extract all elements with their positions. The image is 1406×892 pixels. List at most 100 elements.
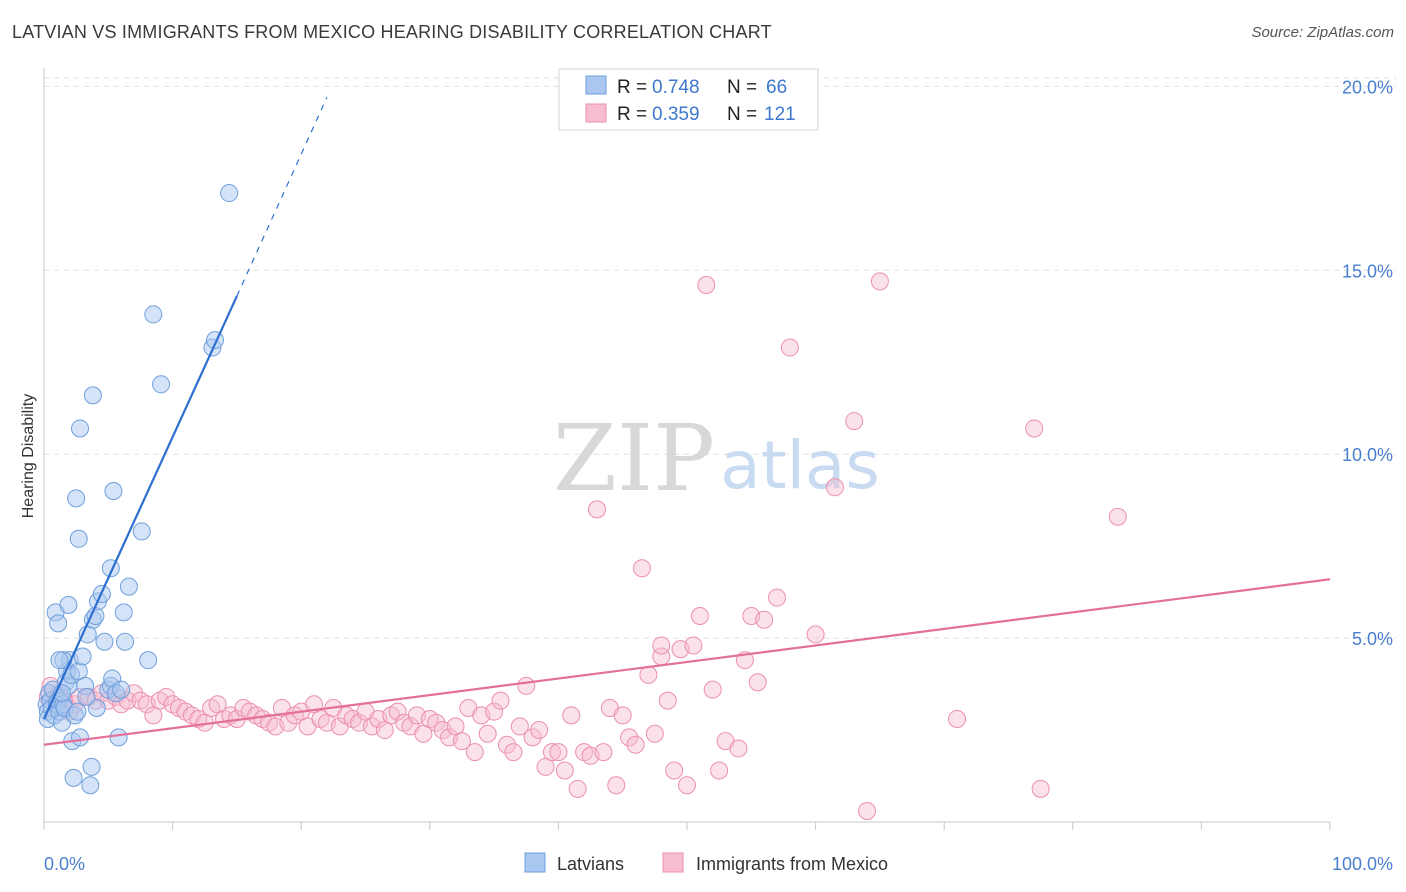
mexico-point-104 [697, 276, 716, 295]
mexico-point-70 [478, 724, 497, 743]
watermark: ZIP atlas [553, 405, 880, 512]
latvian-point-56 [144, 305, 163, 324]
trend-line-latvians [42, 295, 238, 720]
tick-labels: 5.0% 10.0% 15.0% 20.0% 0.0% 100.0% [44, 77, 1393, 874]
series-mexico-points [38, 272, 1127, 820]
mexico-point-99 [665, 761, 684, 780]
bottom-swatch-mexico [662, 852, 684, 873]
mexico-point-98 [658, 691, 677, 710]
y-tick-label-2: 15.0% [1342, 261, 1393, 281]
series-latvians-points [37, 184, 239, 795]
legend-r-label-2: R = [617, 104, 647, 125]
legend-n-value-1: 66 [766, 77, 787, 98]
mexico-point-111 [748, 673, 767, 692]
trend-lines [42, 97, 1331, 746]
mexico-point-96 [645, 724, 664, 743]
bottom-legend-latvians: Latvians [557, 854, 624, 874]
x-tick-label-min: 0.0% [44, 854, 85, 874]
grid-layer [44, 77, 1396, 639]
latvian-point-45 [67, 489, 86, 508]
mexico-point-124 [652, 636, 671, 655]
latvian-point-53 [119, 577, 138, 596]
latvian-point-52 [112, 680, 131, 699]
latvian-point-54 [132, 522, 151, 541]
mexico-point-94 [632, 559, 651, 578]
latvian-point-63 [87, 698, 106, 717]
mexico-point-72 [491, 691, 510, 710]
chart-title: LATVIAN VS IMMIGRANTS FROM MEXICO HEARIN… [12, 22, 772, 42]
latvian-point-44 [59, 595, 78, 614]
latvian-point-57 [152, 375, 171, 394]
bottom-swatch-latvians [524, 852, 546, 873]
latvian-point-48 [83, 386, 102, 405]
mexico-point-84 [568, 779, 587, 798]
y-tick-label-3: 20.0% [1342, 77, 1393, 97]
mexico-point-87 [587, 500, 606, 519]
latvian-point-62 [116, 632, 135, 651]
latvian-point-61 [109, 728, 128, 747]
series-legend: Latvians Immigrants from Mexico [524, 852, 888, 874]
latvian-point-47 [71, 419, 90, 438]
mexico-point-117 [845, 412, 864, 431]
mexico-point-123 [1108, 507, 1127, 526]
legend-swatch-mexico [585, 103, 607, 123]
watermark-atlas: atlas [720, 427, 880, 504]
latvian-point-21 [64, 768, 83, 787]
mexico-point-93 [626, 735, 645, 754]
mexico-point-82 [555, 761, 574, 780]
y-tick-label-0: 5.0% [1352, 629, 1393, 649]
mexico-point-114 [780, 338, 799, 357]
latvian-point-30 [82, 757, 101, 776]
latvian-point-55 [139, 651, 158, 670]
mexico-point-120 [948, 710, 967, 729]
mexico-point-95 [639, 665, 658, 684]
mexico-point-71 [485, 702, 504, 721]
mexico-point-116 [825, 478, 844, 497]
latvian-point-25 [71, 728, 90, 747]
legend-n-label-1: N = [727, 77, 757, 98]
latvian-point-41 [49, 614, 68, 633]
mexico-point-102 [684, 636, 703, 655]
mexico-point-76 [517, 676, 536, 695]
mexico-point-103 [690, 607, 709, 626]
mexico-point-119 [870, 272, 889, 291]
watermark-zip: ZIP [553, 405, 715, 512]
mexico-point-83 [562, 706, 581, 725]
y-tick-label-1: 10.0% [1342, 445, 1393, 465]
latvian-point-32 [86, 607, 105, 626]
latvian-point-49 [104, 481, 123, 500]
mexico-point-112 [755, 610, 774, 629]
legend-n-value-2: 121 [764, 104, 796, 125]
mexico-point-108 [729, 739, 748, 758]
legend-r-value-1: 0.748 [652, 77, 700, 98]
latvian-point-29 [81, 776, 100, 795]
mexico-point-122 [1031, 779, 1050, 798]
mexico-point-121 [1025, 419, 1044, 438]
mexico-point-56 [388, 702, 407, 721]
mexico-point-74 [504, 743, 523, 762]
x-tick-label-max: 100.0% [1332, 854, 1393, 874]
legend-r-label-1: R = [617, 77, 647, 98]
mexico-point-75 [510, 717, 529, 736]
mexico-point-80 [542, 743, 561, 762]
y-axis-label: Hearing Disability [20, 394, 37, 519]
trend-line-mexico [43, 578, 1331, 746]
mexico-point-62 [427, 713, 446, 732]
legend-swatch-latvians [585, 75, 607, 95]
mexico-point-68 [465, 743, 484, 762]
mexico-point-113 [768, 588, 787, 607]
stats-legend: R = 0.748 N = 66 R = 0.359 N = 121 [558, 68, 819, 131]
mexico-point-106 [710, 761, 729, 780]
mexico-point-77 [523, 728, 542, 747]
latvian-point-60 [220, 184, 239, 203]
mexico-point-90 [607, 776, 626, 795]
mexico-point-88 [594, 743, 613, 762]
mexico-point-78 [530, 721, 549, 740]
mexico-point-118 [858, 801, 877, 820]
latvian-point-51 [114, 603, 133, 622]
mexico-point-115 [806, 625, 825, 644]
latvian-point-23 [68, 702, 87, 721]
mexico-point-81 [549, 743, 568, 762]
legend-r-value-2: 0.359 [652, 104, 700, 125]
mexico-point-92 [620, 728, 639, 747]
